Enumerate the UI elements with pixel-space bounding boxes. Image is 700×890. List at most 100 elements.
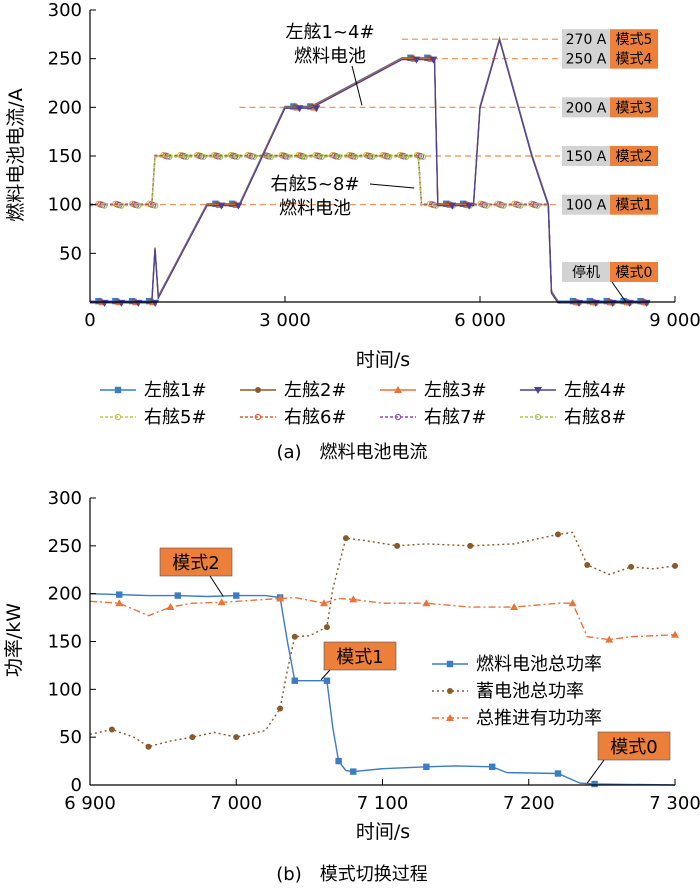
legend-label: 右舷8#: [564, 407, 627, 428]
mode-label-text: 模式2: [616, 149, 653, 165]
mode-box: [610, 97, 658, 118]
data-point: [151, 202, 159, 209]
legend-item: 左舷2#: [240, 380, 347, 401]
mode-label: 200 A 模式3: [562, 97, 658, 118]
data-point: [419, 153, 427, 161]
x-tick-label: 7 100: [357, 793, 409, 814]
data-point: [402, 153, 410, 161]
data-point: [320, 599, 328, 607]
annotation-port: 左舷1~4#: [285, 22, 374, 43]
y-axis-label: 功率/kW: [3, 603, 25, 677]
legend-item: 左舷4#: [520, 380, 627, 401]
current-label: 200 A: [566, 100, 607, 116]
legend-marker: [114, 386, 122, 394]
mode-label-text: 模式3: [616, 100, 653, 116]
series-line: [89, 596, 676, 641]
legend-item: 右舷8#: [520, 407, 627, 428]
annotation-模式1: 模式1: [320, 641, 397, 681]
legend-label: 右舷6#: [284, 407, 347, 428]
annotation-port-line2: 燃料电池: [294, 46, 366, 67]
legend-item: 左舷3#: [380, 380, 487, 401]
legend-label: 左舷1#: [144, 380, 207, 401]
current-label: 270 A: [566, 32, 607, 48]
current-label: 停机: [572, 264, 600, 281]
legend-label: 左舷4#: [564, 380, 627, 401]
annotation-模式0: 模式0: [586, 731, 671, 784]
mode-label: 150 A 模式2: [562, 146, 658, 166]
data-point: [166, 603, 175, 611]
legend-item: 总推进有功功率: [432, 708, 602, 729]
data-point: [295, 105, 304, 113]
data-point: [534, 202, 541, 209]
y-tick-label: 0: [71, 775, 82, 796]
legend-marker: [394, 386, 402, 393]
data-point: [145, 743, 152, 750]
data-point: [628, 563, 635, 570]
x-tick-label: 7 200: [503, 793, 555, 814]
y-tick-label: 250: [48, 536, 82, 557]
current-box: [562, 48, 610, 69]
data-point: [510, 603, 519, 611]
legend-marker: [446, 714, 454, 721]
annotations: 模式2 模式1 模式0: [159, 547, 671, 784]
data-point: [555, 531, 561, 538]
series-line: [89, 593, 676, 786]
legend-item: 燃料电池总功率: [432, 654, 602, 675]
data-point: [394, 542, 401, 549]
data-point: [135, 202, 142, 209]
data-point: [352, 153, 359, 161]
data-point: [412, 56, 421, 64]
y-tick-label: 150: [48, 146, 82, 167]
data-point: [554, 770, 562, 777]
legend-marker: [534, 413, 542, 421]
legend-label: 燃料电池总功率: [476, 654, 602, 675]
data-point: [584, 561, 591, 568]
annotation-starboard-line2: 燃料电池: [279, 198, 351, 219]
data-point: [369, 153, 376, 161]
mode-box: [610, 48, 658, 69]
data-point: [465, 202, 474, 210]
legend-item: 左舷1#: [100, 380, 207, 401]
data-point: [276, 594, 285, 602]
y-tick-label: 50: [59, 727, 82, 748]
legend-marker: [254, 413, 262, 421]
data-point: [323, 624, 330, 631]
legend-label: 右舷5#: [144, 407, 207, 428]
series-总推进有功功率: [89, 594, 679, 643]
annotation-text: 模式2: [172, 553, 219, 574]
y-tick-label: 50: [59, 243, 82, 264]
x-tick-label: 6 000: [454, 310, 506, 331]
data-point: [183, 153, 190, 161]
y-tick-label: 100: [48, 195, 82, 216]
data-point: [488, 763, 496, 771]
y-tick-label: 150: [48, 632, 82, 653]
data-point: [277, 705, 284, 712]
data-point: [233, 153, 241, 161]
x-tick-label: 7 000: [210, 793, 262, 814]
series-右舷7#: [90, 153, 649, 306]
legend-label: 左舷3#: [424, 380, 487, 401]
x-axis-label: 时间/s: [356, 821, 410, 843]
data-point: [291, 677, 298, 684]
data-point: [483, 202, 490, 209]
caption-a: (a) 燃料电池电流: [276, 442, 427, 463]
annotation-leader: [209, 575, 224, 597]
y-tick-label: 200: [48, 584, 82, 605]
series-蓄电池总功率: [89, 531, 678, 750]
current-box: [562, 146, 610, 166]
current-box: [562, 97, 610, 118]
annotation-text: 模式1: [336, 647, 383, 668]
annotation-模式2: 模式2: [159, 547, 233, 597]
data-point: [250, 153, 258, 161]
panel-a-chart: 0 3 000 6 000 9 000 50 100 150 200 250 300 270 A 模…: [5, 0, 700, 463]
data-point: [323, 677, 331, 684]
mode-label-text: 模式4: [616, 52, 653, 68]
data-point: [500, 202, 507, 209]
data-point: [233, 592, 240, 599]
data-point: [115, 599, 124, 607]
panel-b-chart: 6 900 7 000 7 100 7 200 7 300 0 50 100 150 200 250…: [3, 488, 700, 885]
x-axis-label: 时间/s: [356, 349, 410, 371]
current-box: [562, 262, 610, 282]
annotation-leader: [351, 65, 363, 106]
annotation-box: [323, 641, 397, 671]
